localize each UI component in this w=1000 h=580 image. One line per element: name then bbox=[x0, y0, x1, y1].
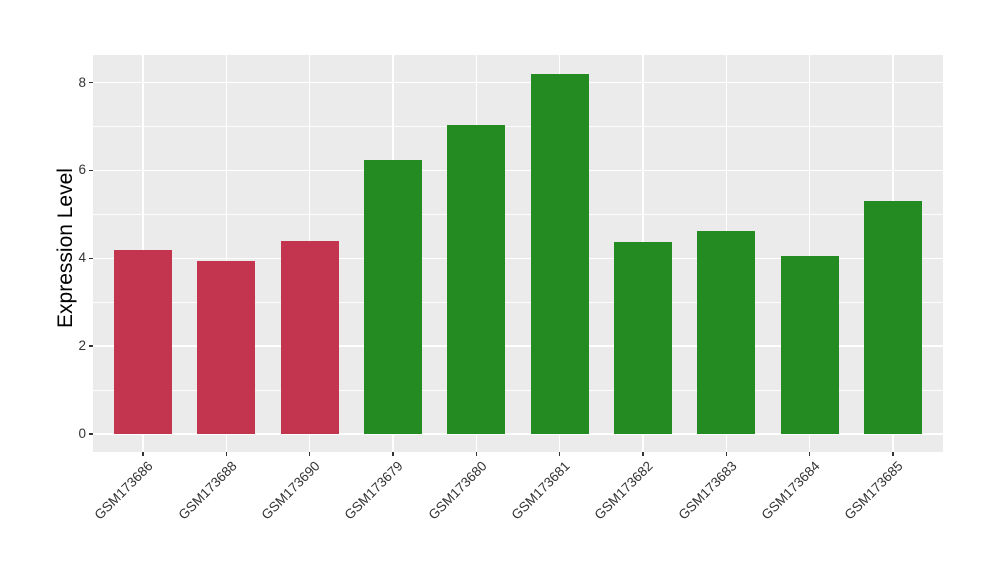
x-tick-mark-GSM173688 bbox=[225, 452, 228, 456]
gridline-minor-y-3 bbox=[93, 301, 943, 303]
y-tick-label-8: 8 bbox=[78, 74, 86, 90]
x-tick-mark-GSM173685 bbox=[892, 452, 894, 456]
bar-GSM173688 bbox=[197, 261, 256, 434]
y-tick-label-0: 0 bbox=[78, 425, 86, 441]
plot-panel bbox=[93, 55, 943, 452]
x-tick-label-GSM173681: GSM173681 bbox=[508, 458, 573, 523]
gridline-major-y-6 bbox=[93, 169, 943, 172]
bar-GSM173682 bbox=[613, 241, 673, 434]
gridline-minor-y-1 bbox=[93, 389, 943, 391]
x-tick-label-GSM173685: GSM173685 bbox=[841, 458, 906, 523]
x-tick-mark-GSM173690 bbox=[308, 452, 311, 456]
x-tick-mark-GSM173681 bbox=[558, 452, 561, 456]
x-tick-mark-GSM173680 bbox=[475, 452, 478, 456]
gridline-major-x-GSM173688 bbox=[225, 55, 228, 452]
bar-GSM173680 bbox=[447, 125, 506, 434]
bar-GSM173690 bbox=[280, 240, 339, 434]
bar-GSM173681 bbox=[530, 73, 589, 434]
x-tick-mark-GSM173683 bbox=[725, 452, 728, 456]
y-tick-mark-6 bbox=[89, 169, 93, 172]
x-tick-label-GSM173690: GSM173690 bbox=[258, 458, 323, 523]
bar-GSM173685 bbox=[863, 201, 923, 434]
x-tick-mark-GSM173679 bbox=[392, 452, 394, 456]
bar-GSM173683 bbox=[697, 231, 756, 434]
gridline-major-y-2 bbox=[93, 345, 943, 347]
gridline-major-x-GSM173684 bbox=[808, 55, 811, 452]
gridline-major-y-0 bbox=[93, 433, 943, 435]
y-axis-title: Expression Level bbox=[54, 168, 77, 328]
gridline-major-y-4 bbox=[93, 257, 943, 260]
gridline-minor-y-7 bbox=[93, 126, 943, 127]
bar-GSM173679 bbox=[363, 160, 423, 434]
bar-GSM173686 bbox=[113, 249, 173, 434]
y-tick-label-2: 2 bbox=[78, 338, 86, 354]
y-tick-mark-2 bbox=[89, 345, 93, 347]
x-tick-mark-GSM173684 bbox=[808, 452, 811, 456]
x-tick-label-GSM173686: GSM173686 bbox=[91, 458, 156, 523]
y-tick-mark-0 bbox=[89, 433, 93, 435]
gridline-major-y-8 bbox=[93, 81, 943, 84]
y-tick-label-4: 4 bbox=[78, 250, 86, 266]
x-tick-label-GSM173683: GSM173683 bbox=[675, 458, 740, 523]
x-tick-label-GSM173688: GSM173688 bbox=[175, 458, 240, 523]
x-tick-label-GSM173680: GSM173680 bbox=[425, 458, 490, 523]
x-tick-mark-GSM173682 bbox=[642, 452, 644, 456]
y-tick-mark-4 bbox=[89, 257, 93, 260]
gridline-minor-y-5 bbox=[93, 214, 943, 215]
bar-GSM173684 bbox=[780, 256, 839, 434]
y-tick-mark-8 bbox=[89, 81, 93, 84]
x-tick-mark-GSM173686 bbox=[142, 452, 144, 456]
x-tick-label-GSM173682: GSM173682 bbox=[591, 458, 656, 523]
x-tick-label-GSM173679: GSM173679 bbox=[341, 458, 406, 523]
y-tick-label-6: 6 bbox=[78, 162, 86, 178]
x-tick-label-GSM173684: GSM173684 bbox=[758, 458, 823, 523]
